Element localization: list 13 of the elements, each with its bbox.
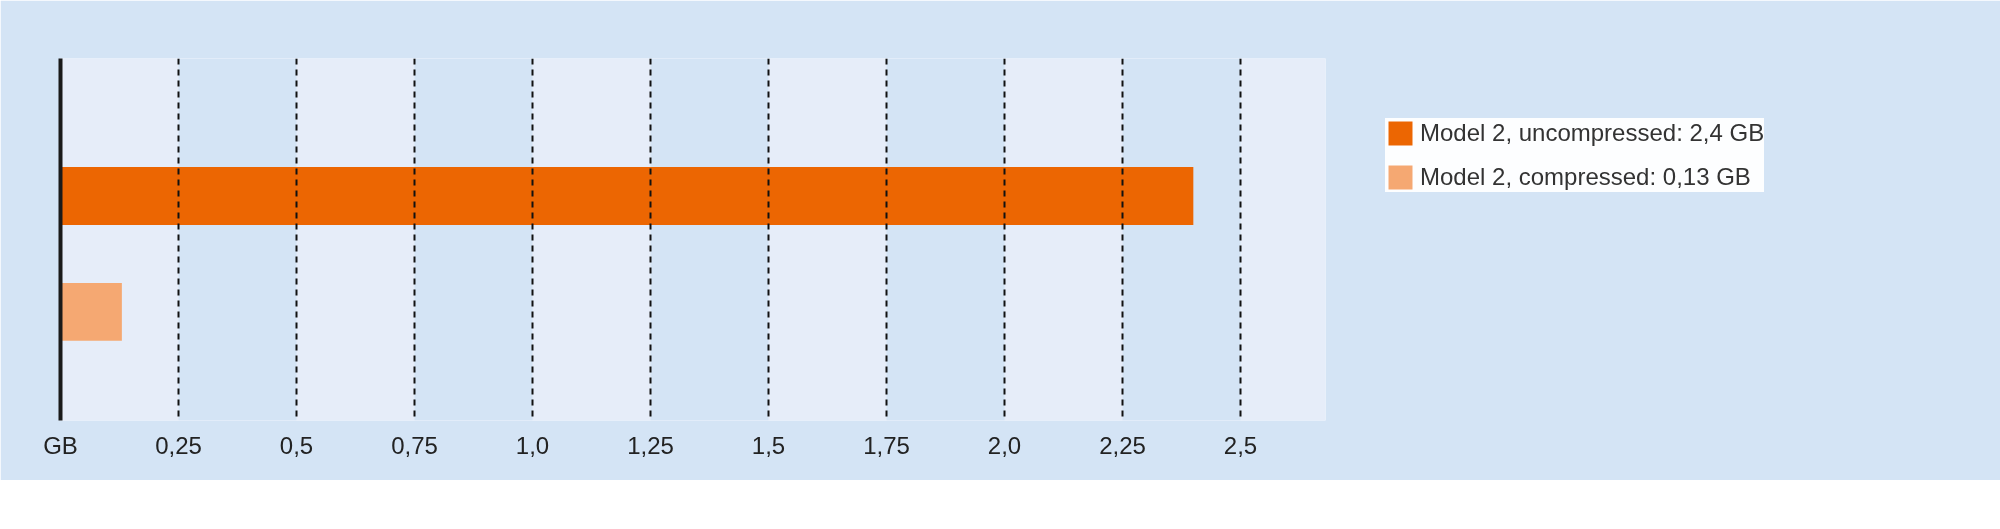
- x-tick-label: 2,0: [987, 431, 1022, 459]
- x-tick-label: 2,25: [1099, 431, 1146, 459]
- x-tick-label: GB: [43, 431, 78, 459]
- x-tick-label: 0,25: [155, 431, 202, 459]
- legend-label: Model 2, compressed: 0,13 GB: [1420, 163, 1751, 191]
- x-tick-label: 1,0: [515, 431, 550, 459]
- x-tick-label: 0,5: [279, 431, 314, 459]
- x-tick-label: 0,75: [391, 431, 438, 459]
- x-tick-label: 1,75: [863, 431, 910, 459]
- x-tick-label: 2,5: [1223, 431, 1258, 459]
- x-tick-label: 1,25: [627, 431, 674, 459]
- legend-label: Model 2, uncompressed: 2,4 GB: [1420, 119, 1765, 147]
- x-tick-label: 1,5: [751, 431, 786, 459]
